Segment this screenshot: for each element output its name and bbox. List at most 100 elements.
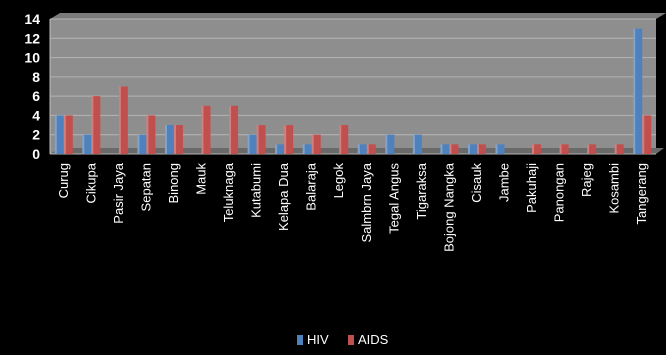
x-tick-label: Cikupa xyxy=(83,162,98,203)
bar-highlight xyxy=(467,144,470,154)
legend-swatch-hiv xyxy=(297,335,303,345)
bar-highlight xyxy=(229,105,232,154)
y-tick-label: 2 xyxy=(32,127,40,143)
bar-aids xyxy=(118,86,128,154)
bar-hiv xyxy=(412,134,422,154)
bar-aids xyxy=(642,115,652,154)
bar-highlight xyxy=(366,144,369,154)
bar-highlight xyxy=(440,144,443,154)
y-tick-label: 0 xyxy=(32,146,40,162)
bar-aids xyxy=(532,144,542,154)
bar-aids xyxy=(559,144,569,154)
y-tick-label: 10 xyxy=(24,50,40,66)
bar-highlight xyxy=(284,125,287,154)
bar-highlight xyxy=(302,144,305,154)
bar-highlight xyxy=(311,134,314,154)
legend: HIV AIDS xyxy=(297,332,389,347)
bar-highlight xyxy=(146,115,149,154)
bar-aids xyxy=(614,144,624,154)
bar-hiv xyxy=(467,144,477,154)
x-tick-label: Curug xyxy=(56,163,71,198)
bar-aids xyxy=(256,125,266,154)
bar-hiv xyxy=(302,144,312,154)
bar-highlight xyxy=(137,134,140,154)
x-tick-label: Balaraja xyxy=(304,162,319,210)
y-tick-label: 4 xyxy=(32,107,40,123)
x-tick-label: Jambe xyxy=(497,163,512,202)
x-axis-ticks: Curug Cikupa Pasir Jaya Sepatan Binong Mauk Te… xyxy=(56,162,649,252)
y-tick-label: 12 xyxy=(24,30,40,46)
x-tick-label: Sepatan xyxy=(138,163,153,211)
bar-aids xyxy=(366,144,376,154)
bar-highlight xyxy=(614,144,617,154)
bar-highlight xyxy=(476,144,479,154)
y-tick-label: 14 xyxy=(24,11,40,27)
bar-aids xyxy=(311,134,321,154)
x-tick-label: Binong xyxy=(166,163,181,203)
bar-highlight xyxy=(54,115,57,154)
bar-aids xyxy=(476,144,486,154)
bar-highlight xyxy=(164,125,167,154)
bar-highlight xyxy=(412,134,415,154)
x-tick-label: Panongan xyxy=(552,163,567,222)
x-tick-label: Kutabumi xyxy=(249,163,264,218)
x-tick-label: Legok xyxy=(331,163,346,199)
bars xyxy=(54,28,652,155)
bar-highlight xyxy=(201,105,204,154)
bar-aids xyxy=(229,105,239,154)
x-tick-label: Rajeg xyxy=(579,163,594,197)
bar-highlight xyxy=(256,125,259,154)
bar-hiv xyxy=(164,125,174,154)
bar-highlight xyxy=(385,134,388,154)
bar-highlight xyxy=(247,134,250,154)
bar-highlight xyxy=(82,134,85,154)
legend-swatch-aids xyxy=(348,335,354,345)
bar-aids xyxy=(63,115,73,154)
bar-aids xyxy=(449,144,459,154)
gridlines xyxy=(50,18,656,155)
x-tick-label: Mauk xyxy=(194,163,209,195)
legend-label-aids: AIDS xyxy=(358,332,389,347)
bar-aids xyxy=(587,144,597,154)
x-tick-label: Tegal Angus xyxy=(386,163,401,234)
bar-highlight xyxy=(173,125,176,154)
x-tick-label: Teluknaga xyxy=(221,162,236,222)
bar-hiv xyxy=(54,115,64,154)
bar-highlight xyxy=(118,86,121,154)
bar-aids xyxy=(339,125,349,154)
bar-hiv xyxy=(275,144,285,154)
bar-aids xyxy=(173,125,183,154)
bar-highlight xyxy=(532,144,535,154)
bar-hiv xyxy=(357,144,367,154)
bar-hiv xyxy=(137,134,147,154)
x-tick-label: Bojong Nangka xyxy=(441,162,456,252)
bar-hiv xyxy=(82,134,92,154)
y-tick-label: 6 xyxy=(32,88,40,104)
bar-highlight xyxy=(587,144,590,154)
bar-hiv xyxy=(385,134,395,154)
y-tick-label: 8 xyxy=(32,69,40,85)
bar-aids xyxy=(146,115,156,154)
x-tick-label: Cisauk xyxy=(469,163,484,203)
x-tick-label: Tangerang xyxy=(634,163,649,224)
y-axis-ticks: 0 2 4 6 8 10 12 14 xyxy=(24,11,40,162)
bar-aids xyxy=(201,105,211,154)
x-tick-label: Pakuhaji xyxy=(524,163,539,213)
bar-highlight xyxy=(275,144,278,154)
x-tick-label: Kelapa Dua xyxy=(276,162,291,231)
bar-aids xyxy=(284,125,294,154)
bar-highlight xyxy=(91,96,94,154)
bar-highlight xyxy=(633,28,636,155)
bar-highlight xyxy=(63,115,66,154)
bar-hiv xyxy=(440,144,450,154)
bar-highlight xyxy=(449,144,452,154)
bar-highlight xyxy=(559,144,562,154)
bar-hiv xyxy=(633,28,643,155)
bar-highlight xyxy=(357,144,360,154)
bar-highlight xyxy=(495,144,498,154)
plot-area xyxy=(50,19,656,154)
x-tick-label: Tigaraksa xyxy=(414,162,429,219)
bar-highlight xyxy=(339,125,342,154)
bar-highlight xyxy=(642,115,645,154)
x-tick-label: Salmbrn Jaya xyxy=(359,162,374,242)
